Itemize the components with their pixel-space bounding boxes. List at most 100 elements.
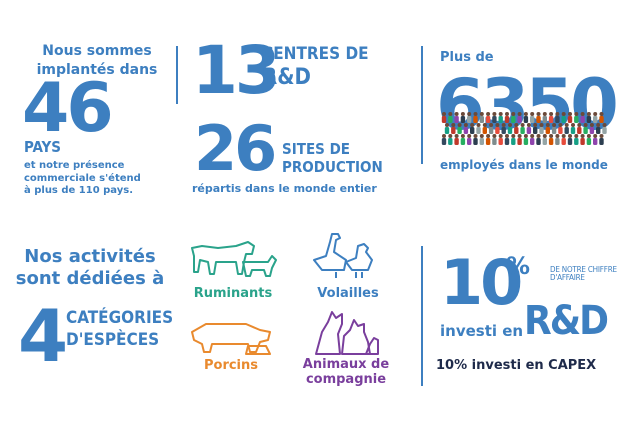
person-body bbox=[561, 116, 566, 123]
person-head bbox=[593, 134, 598, 138]
person-head bbox=[533, 123, 538, 127]
pig-icon bbox=[191, 323, 271, 355]
person-body bbox=[523, 116, 529, 123]
person-head bbox=[445, 123, 449, 127]
person-head bbox=[482, 123, 487, 127]
person-body bbox=[492, 116, 497, 123]
person-head bbox=[517, 134, 522, 138]
person-body bbox=[448, 116, 453, 123]
rd-centers-number: 13 bbox=[192, 32, 281, 109]
col1-note: et notre présence commerciale s'étend à … bbox=[24, 160, 141, 196]
person-head bbox=[454, 112, 459, 116]
person-body bbox=[564, 127, 569, 134]
divider-1 bbox=[176, 46, 178, 104]
person-head bbox=[492, 134, 497, 138]
person-head bbox=[501, 123, 506, 127]
person-body bbox=[460, 116, 466, 123]
person-head bbox=[564, 123, 569, 127]
person-head bbox=[508, 123, 512, 127]
person-body bbox=[460, 138, 466, 145]
person-head bbox=[526, 123, 531, 127]
person-body bbox=[530, 138, 535, 145]
person-head bbox=[479, 112, 484, 116]
person-body bbox=[457, 127, 462, 134]
person-head bbox=[558, 123, 563, 127]
person-head bbox=[583, 123, 588, 127]
person-body bbox=[514, 127, 519, 134]
person-body bbox=[580, 138, 585, 145]
production-sites-label-1: SITES DE bbox=[282, 140, 351, 158]
person-body bbox=[596, 127, 601, 134]
person-body bbox=[485, 138, 491, 145]
person-head bbox=[577, 123, 582, 127]
production-sites-label-2: PRODUCTION bbox=[282, 158, 383, 176]
person-body bbox=[551, 127, 557, 134]
person-head bbox=[492, 112, 497, 116]
person-body bbox=[511, 138, 516, 145]
person-head bbox=[442, 134, 446, 138]
person-body bbox=[593, 138, 598, 145]
person-head bbox=[448, 134, 453, 138]
person-body bbox=[479, 116, 484, 123]
person-body bbox=[567, 138, 573, 145]
person-head bbox=[495, 123, 500, 127]
person-head bbox=[561, 134, 566, 138]
person-head bbox=[561, 112, 566, 116]
col1-number: 46 bbox=[22, 69, 114, 148]
person-body bbox=[542, 116, 547, 123]
person-head bbox=[514, 123, 519, 127]
person-head bbox=[517, 112, 522, 116]
person-body bbox=[593, 116, 598, 123]
person-head bbox=[473, 112, 478, 116]
person-body bbox=[536, 138, 541, 145]
person-body bbox=[580, 116, 585, 123]
person-body bbox=[558, 127, 563, 134]
person-body bbox=[470, 127, 475, 134]
category-volailles: Volailles bbox=[317, 286, 379, 301]
person-head bbox=[568, 112, 572, 116]
person-head bbox=[523, 134, 528, 138]
person-head bbox=[463, 123, 468, 127]
person-body bbox=[463, 127, 469, 134]
person-head bbox=[593, 112, 598, 116]
species-number: 4 bbox=[18, 294, 68, 378]
person-body bbox=[599, 116, 604, 123]
person-body bbox=[454, 116, 459, 123]
species-label-2: D'ESPÈCES bbox=[66, 330, 160, 350]
category-porcins: Porcins bbox=[203, 358, 259, 373]
person-body bbox=[574, 138, 579, 145]
person-body bbox=[504, 116, 510, 123]
person-body bbox=[511, 116, 516, 123]
person-head bbox=[602, 123, 607, 127]
person-body bbox=[492, 138, 497, 145]
rd-centers-label-2: R&D bbox=[262, 65, 311, 90]
person-body bbox=[507, 127, 513, 134]
person-head bbox=[460, 112, 465, 116]
person-body bbox=[589, 127, 595, 134]
investment-percent: 10 bbox=[440, 246, 523, 319]
person-body bbox=[488, 127, 494, 134]
person-body bbox=[520, 127, 525, 134]
person-body bbox=[467, 116, 472, 123]
person-head bbox=[520, 123, 525, 127]
person-head bbox=[451, 123, 456, 127]
person-body bbox=[473, 116, 478, 123]
production-sites-note: répartis dans le monde entier bbox=[192, 182, 377, 195]
person-head bbox=[498, 134, 503, 138]
person-head bbox=[536, 112, 541, 116]
person-body bbox=[501, 127, 506, 134]
person-head bbox=[486, 134, 491, 138]
person-body bbox=[533, 127, 538, 134]
person-head bbox=[599, 112, 604, 116]
investment-percent-sign: % bbox=[506, 252, 531, 280]
person-body bbox=[444, 127, 450, 134]
person-body bbox=[448, 138, 453, 145]
person-body bbox=[495, 127, 500, 134]
person-head bbox=[505, 134, 509, 138]
person-body bbox=[539, 127, 544, 134]
investment-rd: R&D bbox=[524, 298, 609, 344]
category-animaux-de-compagnie: Animaux de compagnie bbox=[302, 357, 390, 387]
person-head bbox=[580, 134, 585, 138]
person-body bbox=[586, 138, 592, 145]
person-head bbox=[586, 134, 591, 138]
